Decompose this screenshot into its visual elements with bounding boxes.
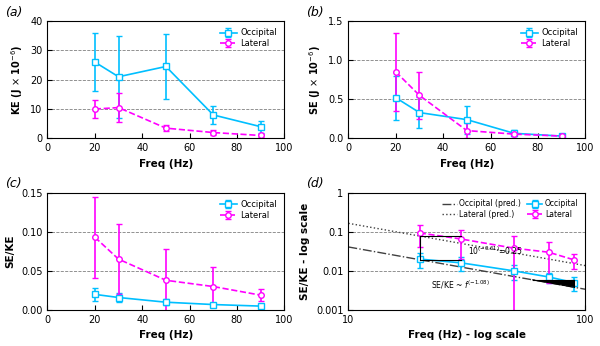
Y-axis label: SE/KE - log scale: SE/KE - log scale bbox=[301, 203, 310, 300]
Occipital (pred.) bbox=[570, 285, 577, 289]
Lateral (pred.) bbox=[359, 224, 366, 228]
Lateral (pred.) bbox=[408, 233, 415, 237]
Occipital (pred.) bbox=[408, 256, 415, 260]
Occipital (pred.) bbox=[359, 247, 366, 252]
Lateral (pred.) bbox=[562, 260, 569, 264]
X-axis label: Freq (Hz): Freq (Hz) bbox=[440, 159, 494, 169]
Text: (b): (b) bbox=[306, 6, 323, 19]
Legend: Occipital, Lateral: Occipital, Lateral bbox=[217, 25, 280, 52]
Lateral (pred.) bbox=[345, 221, 352, 225]
Occipital (pred.) bbox=[355, 247, 362, 251]
Occipital (pred.) bbox=[562, 284, 569, 288]
Text: (d): (d) bbox=[306, 177, 323, 190]
Text: SE/KE ~ $f^{(-1.08)}$: SE/KE ~ $f^{(-1.08)}$ bbox=[431, 279, 490, 291]
Line: Lateral (pred.): Lateral (pred.) bbox=[349, 223, 585, 266]
Text: (a): (a) bbox=[5, 6, 22, 19]
X-axis label: Freq (Hz): Freq (Hz) bbox=[139, 159, 193, 169]
Occipital (pred.) bbox=[389, 253, 396, 257]
Text: (c): (c) bbox=[5, 177, 22, 190]
Legend: Occipital, Lateral: Occipital, Lateral bbox=[217, 197, 280, 223]
Occipital (pred.) bbox=[345, 245, 352, 249]
Line: Occipital (pred.): Occipital (pred.) bbox=[349, 247, 585, 289]
Legend: Occipital (pred.), Lateral (pred.), Occipital, Lateral: Occipital (pred.), Lateral (pred.), Occi… bbox=[439, 197, 581, 222]
X-axis label: Freq (Hz): Freq (Hz) bbox=[139, 330, 193, 340]
Polygon shape bbox=[533, 280, 574, 287]
Lateral (pred.) bbox=[570, 261, 577, 265]
Y-axis label: SE (J $\times$ 10$^{-6}$): SE (J $\times$ 10$^{-6}$) bbox=[307, 45, 323, 115]
Legend: Occipital, Lateral: Occipital, Lateral bbox=[518, 25, 581, 52]
Occipital (pred.) bbox=[581, 287, 589, 291]
Text: $10^{(-0.61)}$=0.25: $10^{(-0.61)}$=0.25 bbox=[468, 244, 523, 257]
Lateral (pred.) bbox=[581, 264, 589, 268]
Y-axis label: SE/KE: SE/KE bbox=[5, 235, 16, 268]
X-axis label: Freq (Hz) - log scale: Freq (Hz) - log scale bbox=[408, 330, 526, 340]
Y-axis label: KE (J $\times$ 10$^{-6}$): KE (J $\times$ 10$^{-6}$) bbox=[9, 45, 25, 115]
Lateral (pred.) bbox=[389, 229, 396, 233]
Lateral (pred.) bbox=[355, 223, 362, 227]
